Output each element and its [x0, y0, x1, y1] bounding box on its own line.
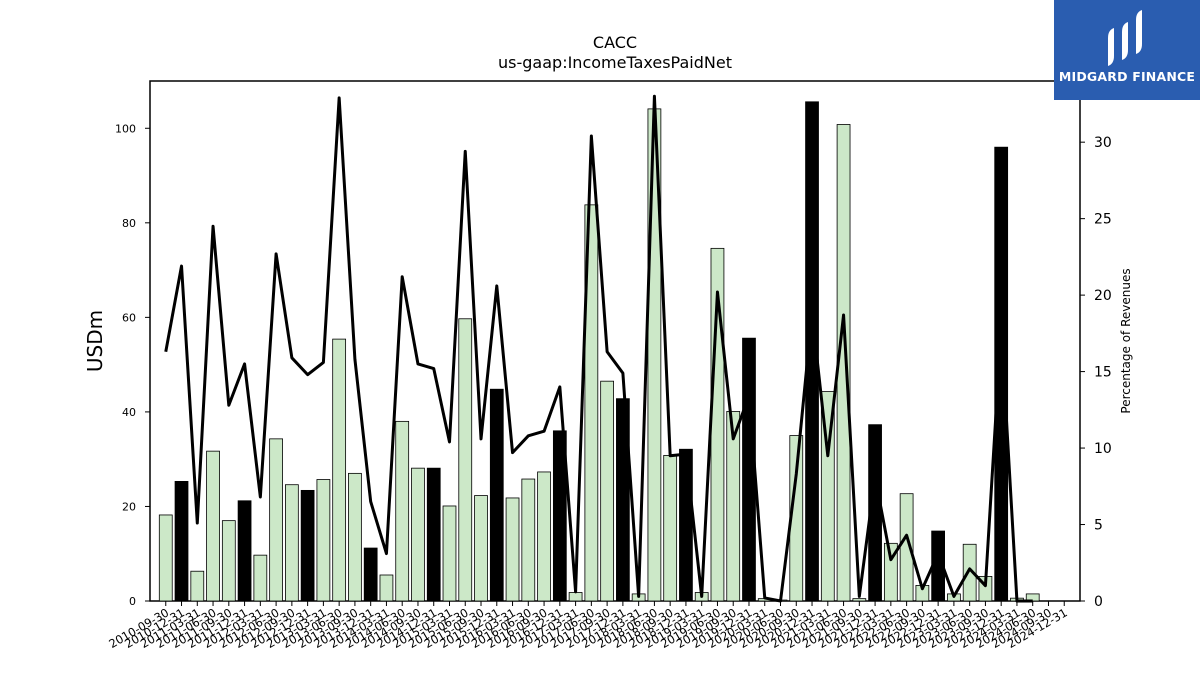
bar-2016-03-31 — [505, 497, 520, 602]
bar-2013-12-31 — [363, 547, 378, 602]
y2-tick-label: 25 — [1094, 212, 1112, 228]
bar-2018-09-30 — [663, 454, 678, 602]
y-axis-label: USDm — [83, 310, 107, 372]
bar-2016-06-30 — [521, 478, 536, 602]
x-axis-ticks: 2010-09-302010-12-312011-03-312011-06-30… — [106, 601, 1070, 651]
bar-2015-03-31 — [442, 505, 457, 602]
bar-2011-03-31 — [190, 570, 205, 602]
y2-tick-label: 10 — [1094, 441, 1112, 457]
bar-2014-03-31 — [379, 574, 394, 602]
y-tick-label: 20 — [122, 500, 136, 513]
chart-title: CACC — [593, 33, 637, 52]
brand-name: MIDGARD FINANCE — [1058, 69, 1196, 84]
bar-2023-12-31 — [994, 146, 1009, 602]
bar-2014-09-30 — [411, 467, 425, 602]
bar-2010-12-31 — [174, 480, 189, 602]
bar-2015-06-30 — [458, 318, 473, 602]
brand-logo: MIDGARD FINANCE — [1054, 0, 1200, 100]
series-line-percentage — [164, 94, 1033, 603]
bar-2015-12-31 — [489, 388, 504, 602]
y2-tick-label: 15 — [1094, 365, 1112, 381]
y2-tick-label: 5 — [1094, 518, 1103, 534]
y2-axis-ticks: 0 5 10 15 20 25 30 — [1080, 135, 1112, 610]
bar-2014-06-30 — [395, 420, 410, 602]
y-tick-label: 100 — [115, 122, 136, 135]
y2-tick-label: 30 — [1094, 135, 1112, 151]
y-tick-label: 60 — [122, 311, 136, 324]
bars-group — [158, 101, 1040, 602]
bar-2017-03-31 — [568, 592, 583, 602]
y-tick-label: 40 — [122, 406, 136, 419]
bar-2012-03-31 — [253, 554, 268, 602]
brand-mark-icon — [1108, 10, 1142, 66]
y2-tick-label: 0 — [1094, 594, 1103, 610]
bar-2013-03-31 — [316, 479, 331, 602]
bar-2011-09-30 — [221, 520, 236, 602]
y2-tick-label: 20 — [1094, 288, 1112, 304]
bar-2011-06-30 — [206, 450, 220, 602]
bar-2016-09-30 — [537, 471, 551, 602]
bar-2015-09-30 — [474, 495, 488, 602]
bar-2013-06-30 — [332, 338, 347, 602]
y2-axis-label: Percentage of Revenues — [1119, 268, 1133, 413]
bar-2018-12-31 — [679, 448, 693, 602]
bar-2012-06-30 — [269, 438, 283, 602]
y-tick-label: 80 — [122, 217, 136, 230]
y-tick-label: 0 — [129, 595, 136, 608]
bar-2014-12-31 — [426, 467, 441, 602]
bar-2011-12-31 — [237, 500, 252, 602]
bar-2012-09-30 — [284, 484, 299, 602]
bar-2013-09-30 — [348, 472, 362, 602]
bar-2021-09-30 — [852, 598, 867, 602]
bar-2012-12-31 — [300, 489, 315, 602]
bar-2010-09-30 — [158, 514, 173, 602]
bar-2017-09-30 — [600, 380, 614, 602]
y-axis-ticks: 0 20 40 60 80 100 — [115, 122, 150, 608]
chart-subtitle: us-gaap:IncomeTaxesPaidNet — [498, 53, 732, 72]
